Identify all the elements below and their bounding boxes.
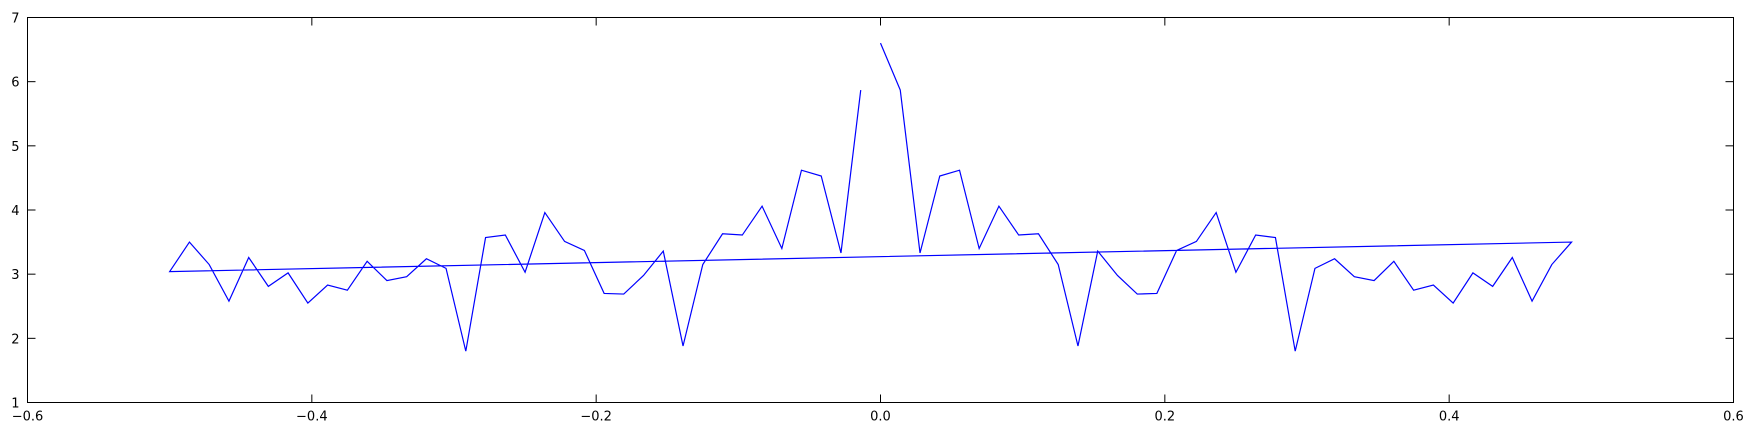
series-layer <box>168 42 1573 352</box>
x-tick-label: −0.2 <box>580 410 612 425</box>
y-tick-label: 2 <box>11 332 19 347</box>
x-tick-label: −0.4 <box>296 410 328 425</box>
x-tick-label: −0.6 <box>12 410 44 425</box>
series-line <box>168 42 1573 352</box>
tick-layer: −0.6 −0.4 −0.2 0.0 0.2 0.4 0.6 1 2 3 4 5 6 7 <box>11 12 1744 425</box>
y-tick-label: 6 <box>11 76 19 91</box>
x-tick-label: 0.4 <box>1439 410 1460 425</box>
y-tick-label: 3 <box>11 268 19 283</box>
y-tick-label: 7 <box>11 12 19 27</box>
plot-area-frame <box>27 17 1734 403</box>
y-tick-label: 1 <box>11 397 19 412</box>
y-tick-label: 5 <box>11 140 19 155</box>
x-tick-label: 0.6 <box>1723 410 1744 425</box>
x-tick-label: 0.2 <box>1154 410 1175 425</box>
x-tick-label: 0.0 <box>870 410 891 425</box>
y-tick-label: 4 <box>11 204 19 219</box>
